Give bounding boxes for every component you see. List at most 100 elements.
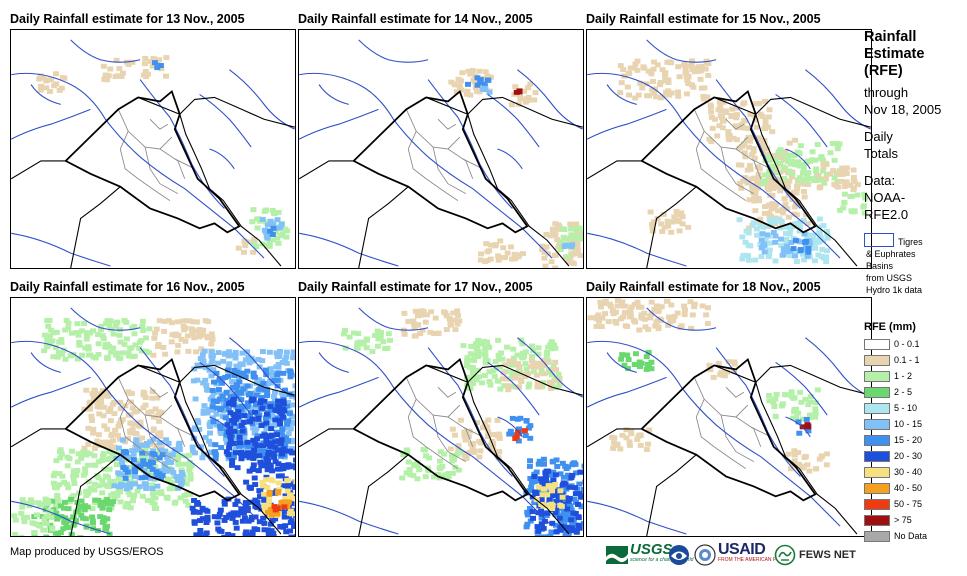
fews-globe-icon [774,544,796,566]
side-data-src1: NOAA- [864,190,906,205]
legend-row: 30 - 40 [864,465,922,479]
rivers [587,307,871,535]
usaid-tagline: FROM THE AMERICAN PEOPLE [718,557,793,563]
panel-title-nov16: Daily Rainfall estimate for 16 Nov., 200… [10,280,245,294]
country-border [11,89,295,268]
fewsnet-logo: FEWS NET [774,542,856,568]
usgs-text: USGS [630,541,673,558]
legend-swatch [864,451,890,463]
legend-row: 10 - 15 [864,417,922,431]
side-title-line-3: (RFE) [864,63,903,79]
panel-title-nov15: Daily Rainfall estimate for 15 Nov., 200… [586,12,821,26]
rainfall-cells [448,67,583,268]
side-data-label: Data: [864,173,896,188]
country-border [587,89,871,268]
rainfall-cells [36,55,291,255]
side-title-line-1: Rainfall [864,29,917,45]
rainfall-cells [617,58,869,265]
rainfall-map-nov13 [10,29,296,269]
legend-swatch [864,435,890,447]
usgs-wave-icon [606,546,628,564]
side-through-label: through [864,85,909,100]
rivers [299,39,583,267]
seal-icon [694,544,716,566]
legend-row: 15 - 20 [864,433,922,447]
side-daily: Daily [864,129,893,144]
legend-row: 1 - 2 [864,369,912,383]
legend-swatch [864,531,890,543]
legend-swatch [864,483,890,495]
legend-row: No Data [864,529,927,543]
legend-swatch [864,467,890,479]
province-boundaries [117,109,195,201]
basin-line-3: Basins [866,261,894,271]
fews-text: FEWS NET [799,549,856,561]
province-boundaries [405,109,483,201]
country-border [587,357,871,536]
basin-line-2: & Euphrates [866,249,916,259]
basin-line-5: Hydro 1k data [866,285,923,295]
rainfall-cells [587,298,830,474]
legend-swatch [864,515,890,527]
panel-title-nov13: Daily Rainfall estimate for 13 Nov., 200… [10,12,245,26]
legend-row: 5 - 10 [864,401,917,415]
legend-label: > 75 [894,515,912,525]
side-through-date: Nov 18, 2005 [864,102,942,117]
legend-label: 40 - 50 [894,483,923,493]
country-border [299,357,583,536]
rainfall-map-nov18 [586,297,872,537]
rainfall-map-nov14 [298,29,584,269]
panel-title-nov14: Daily Rainfall estimate for 14 Nov., 200… [298,12,533,26]
province-boundaries [117,377,195,469]
rainfall-map-nov16 [10,297,296,537]
usaid-text: USAID [718,541,766,558]
country-border [11,357,295,536]
legend-label: 10 - 15 [894,419,923,429]
province-boundaries [693,109,771,201]
legend-row: > 75 [864,513,912,527]
rainfall-map-nov17 [298,297,584,537]
legend-swatch [864,499,890,511]
panel-title-nov17: Daily Rainfall estimate for 17 Nov., 200… [298,280,533,294]
legend-swatch [864,403,890,415]
side-totals: Totals [864,146,898,161]
legend-label: 0.1 - 1 [894,355,920,365]
usgs-logo: USGS science for a changing world [606,542,693,568]
legend-swatch [864,339,890,351]
legend-swatch [864,355,890,367]
legend-row: 0.1 - 1 [864,353,920,367]
legend-label: 0 - 0.1 [894,339,920,349]
basin-swatch [864,233,894,247]
side-data-source: Data: NOAA- RFE2.0 [864,172,908,223]
legend-title: RFE (mm) [864,321,916,333]
basin-line-4: from USGS [866,273,913,283]
side-title-line-2: Estimate [864,46,925,62]
legend-swatch [864,387,890,399]
legend-label: No Data [894,531,928,541]
usaid-logo: USAID FROM THE AMERICAN PEOPLE [718,542,793,568]
legend-swatch [864,419,890,431]
legend-row: 20 - 30 [864,449,922,463]
legend-label: 5 - 10 [894,403,918,413]
noaa-logo [668,542,690,568]
legend-swatch [864,371,890,383]
legend-row: 50 - 75 [864,497,922,511]
legend-label: 2 - 5 [894,387,913,397]
legend-row: 40 - 50 [864,481,922,495]
rainfall-cells [341,308,583,536]
side-through: through Nov 18, 2005 [864,84,941,118]
legend-label: 15 - 20 [894,435,923,445]
panel-title-nov18: Daily Rainfall estimate for 18 Nov., 200… [586,280,821,294]
legend-row: 0 - 0.1 [864,337,920,351]
legend-label: 1 - 2 [894,371,913,381]
legend-row: 2 - 5 [864,385,912,399]
doi-seal [694,542,716,568]
noaa-icon [669,545,689,565]
legend-label: 30 - 40 [894,467,923,477]
side-data-src2: RFE2.0 [864,207,909,222]
side-title: Rainfall Estimate (RFE) [864,29,924,80]
country-border [299,89,583,268]
legend-label: 20 - 30 [894,451,923,461]
rainfall-map-nov15 [586,29,872,269]
province-boundaries [693,377,771,469]
